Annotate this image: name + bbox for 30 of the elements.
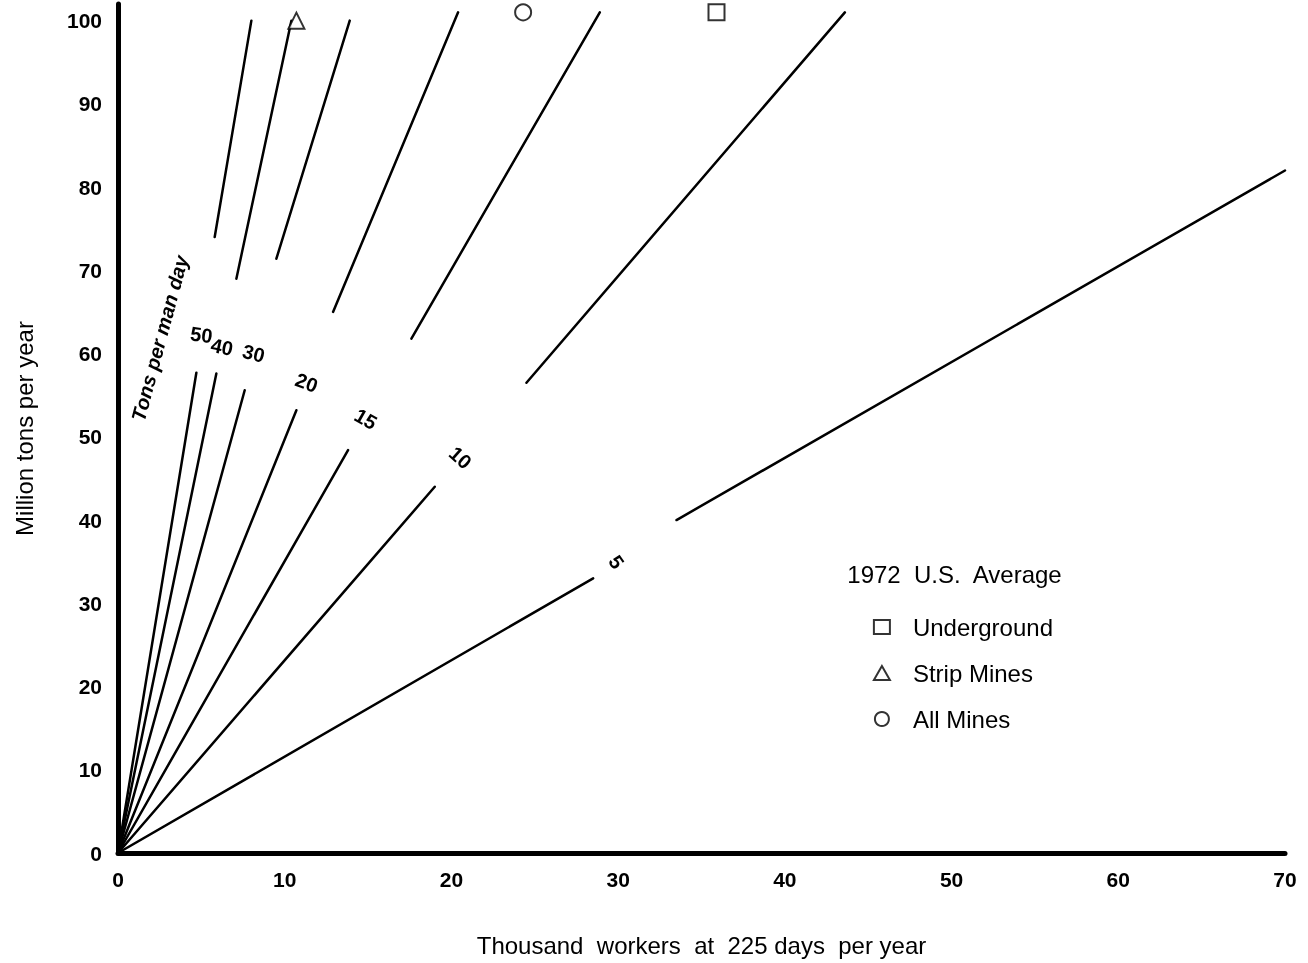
y-tick-label: 40: [78, 508, 102, 532]
y-tick-label: 0: [90, 841, 102, 865]
y-tick-label: 20: [78, 675, 102, 699]
y-tick-label: 10: [78, 758, 102, 782]
text: 15: [350, 403, 381, 434]
x-axis-title: Thousand workers at 225 days per year: [476, 931, 927, 959]
x-tick-label: 10: [273, 868, 297, 891]
text: 30: [240, 340, 267, 367]
x-tick-label: 60: [1106, 868, 1130, 891]
text: 5: [604, 551, 629, 573]
y-tick-label: 60: [78, 342, 102, 366]
y-tick-label: 50: [78, 425, 102, 449]
y-tick-label: 80: [78, 175, 102, 199]
y-axis-title: Million tons per year: [10, 321, 38, 536]
legend-label: Strip Mines: [912, 659, 1033, 687]
text: 10: [444, 442, 477, 474]
y-tick-label: 30: [78, 591, 102, 615]
y-tick-label: 90: [78, 92, 102, 116]
legend-label: All Mines: [912, 705, 1011, 733]
y-tick-label: 100: [66, 9, 102, 33]
legend-label: Underground: [912, 613, 1054, 641]
x-tick-label: 50: [939, 868, 964, 891]
x-tick-label: 20: [439, 868, 464, 891]
x-tick-label: 40: [773, 868, 797, 891]
x-tick-label: 0: [112, 868, 124, 891]
text: 20: [292, 368, 321, 397]
legend-title: 1972 U.S. Average: [847, 560, 1062, 588]
x-tick-label: 30: [606, 868, 630, 891]
x-tick-label: 70: [1273, 868, 1297, 891]
y-tick-label: 70: [78, 258, 102, 282]
